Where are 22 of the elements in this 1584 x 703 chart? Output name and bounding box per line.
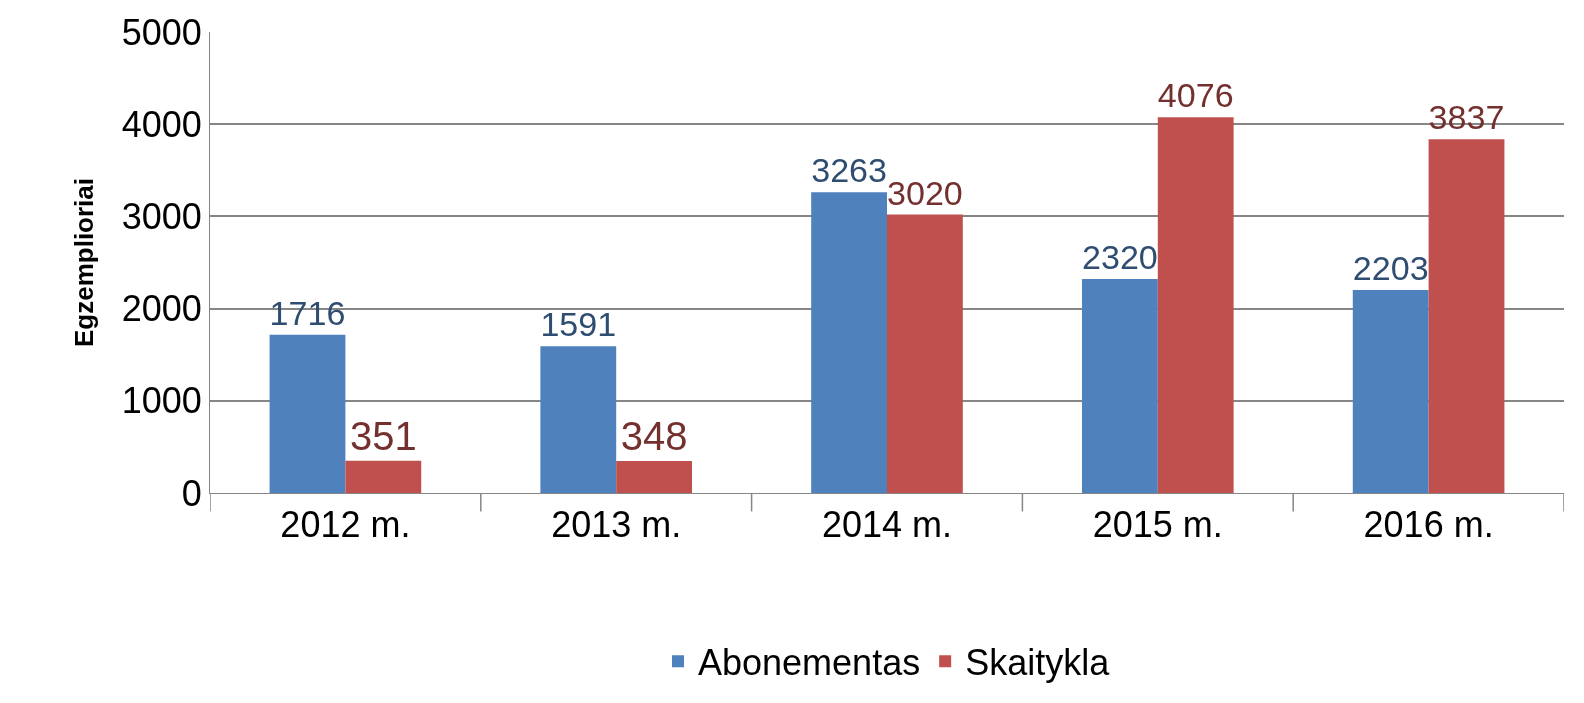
y-tick-label: 3000 <box>121 196 202 237</box>
x-tick-label: 2012 m. <box>280 504 411 546</box>
data-label: 2203 <box>1352 249 1429 288</box>
x-tick-label: 2013 m. <box>551 504 682 546</box>
y-tick-label: 2000 <box>121 288 202 330</box>
y-tick-label: 0 <box>181 472 202 514</box>
legend-label: Skaitykla <box>965 642 1111 684</box>
y-tick-label: 5000 <box>121 11 202 53</box>
data-label: 3020 <box>887 173 963 212</box>
x-tick-label: 2014 m. <box>821 504 953 546</box>
y-axis-title: Egzemplioriai <box>69 177 100 348</box>
x-tick-label: 2015 m. <box>1092 504 1223 546</box>
data-label: 4076 <box>1157 76 1234 115</box>
data-label: 351 <box>349 413 417 458</box>
y-tick-label: 4000 <box>121 103 202 145</box>
data-label: 348 <box>620 413 688 458</box>
data-label: 1591 <box>540 305 617 344</box>
y-tick-label: 1000 <box>121 380 202 422</box>
x-tick-label: 2016 m. <box>1363 504 1494 546</box>
data-label: 3263 <box>811 151 887 190</box>
legend-label: Abonementas <box>698 642 921 684</box>
data-label: 2320 <box>1081 238 1158 277</box>
